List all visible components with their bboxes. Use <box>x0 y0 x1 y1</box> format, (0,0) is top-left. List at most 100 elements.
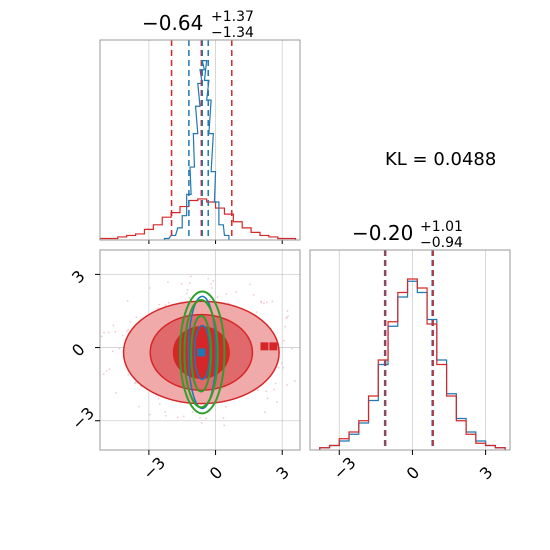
joint-scatter-point <box>164 411 167 413</box>
joint-xtick-label: 0 <box>206 463 227 484</box>
joint-scatter-point <box>274 382 277 385</box>
joint-scatter-point <box>138 405 140 408</box>
joint-scatter-point <box>126 300 129 303</box>
joint-scatter-point <box>100 335 103 338</box>
joint-scatter-point <box>286 383 289 386</box>
param-2-median: −0.20 <box>352 221 413 245</box>
joint-marker-blue <box>197 348 206 357</box>
joint-scatter-point <box>249 283 251 286</box>
joint-ytick-label: 0 <box>68 340 89 361</box>
joint-scatter-point <box>157 307 160 310</box>
joint-scatter-point <box>286 317 288 319</box>
joint-green-contour <box>183 299 219 409</box>
joint-scatter-point <box>135 316 138 319</box>
joint-scatter-point <box>293 380 296 383</box>
joint-scatter-point <box>186 288 189 291</box>
joint-scatter-point <box>257 389 260 392</box>
joint-contour-panel: −3 0 3 −3 0 3 <box>68 249 301 484</box>
joint-blue-contour <box>193 324 211 381</box>
joint-scatter-point <box>262 302 265 305</box>
joint-scatter-point <box>165 414 167 417</box>
joint-scatter-point <box>158 402 161 405</box>
joint-scatter-point <box>252 293 255 296</box>
joint-scatter-point <box>260 301 263 304</box>
joint-scatter-point <box>256 311 258 314</box>
param-1-histogram-panel <box>99 39 301 244</box>
joint-scatter-point <box>207 277 210 280</box>
joint-scatter-point <box>282 339 285 342</box>
joint-scatter-point <box>223 424 226 427</box>
joint-scatter-point <box>212 280 215 282</box>
joint-scatter-point <box>271 300 274 303</box>
joint-scatter-point <box>112 324 115 327</box>
joint-scatter-point <box>263 411 266 414</box>
joint-scatter-point <box>222 417 225 419</box>
joint-scatter-point <box>134 382 136 385</box>
joint-scatter-point <box>225 293 228 295</box>
joint-scatter-point <box>280 362 283 364</box>
joint-scatter-point <box>102 373 105 376</box>
joint-scatter-point <box>164 304 167 307</box>
joint-scatter-point <box>188 296 191 299</box>
joint-scatter-point <box>188 282 191 285</box>
param-1-hist-blue <box>163 60 230 240</box>
joint-scatter-point <box>209 298 211 301</box>
param-2-upper-error: +1.01 <box>420 219 463 235</box>
joint-scatter-point <box>103 331 105 334</box>
joint-scatter-point <box>158 303 161 306</box>
joint-scatter-point <box>129 321 131 324</box>
joint-scatter-point <box>148 287 151 289</box>
joint-scatter-point <box>189 275 192 278</box>
joint-scatter-point <box>176 416 179 419</box>
joint-scatter-point <box>185 292 188 295</box>
param-2-histogram-panel: −3 0 3 <box>309 249 511 484</box>
joint-scatter-point <box>118 347 121 350</box>
joint-ytick-label: 3 <box>68 266 89 287</box>
joint-scatter-point <box>108 368 111 370</box>
param-2-xtick-label: 0 <box>403 463 424 484</box>
joint-scatter-point <box>167 301 170 304</box>
param-2-xtick-label: 3 <box>476 463 497 484</box>
joint-scatter-point <box>125 330 128 333</box>
joint-scatter-point <box>210 283 212 285</box>
joint-scatter-point <box>284 325 287 328</box>
joint-xtick-label: −3 <box>139 453 169 483</box>
joint-scatter-point <box>211 287 213 289</box>
param-2-frame <box>309 249 511 451</box>
joint-scatter-point <box>200 421 203 424</box>
joint-scatter-point <box>265 390 268 393</box>
joint-scatter-point <box>114 391 117 394</box>
joint-scatter-point <box>127 328 130 331</box>
joint-scatter-point <box>235 291 238 293</box>
joint-scatter-point <box>286 310 289 312</box>
joint-scatter-point <box>287 315 289 318</box>
joint-scatter-point <box>157 397 160 400</box>
joint-marker-red <box>269 342 278 351</box>
joint-scatter-point <box>282 366 285 369</box>
joint-scatter-point <box>191 411 194 414</box>
param-1-lower-error: −1.34 <box>211 25 254 41</box>
joint-scatter-point <box>216 296 219 298</box>
param-1-median: −0.64 <box>142 11 203 35</box>
param-2-title: −0.20 +1.01 −0.94 <box>352 219 463 251</box>
joint-scatter-point <box>149 413 151 416</box>
param-2-lower-error: −0.94 <box>420 235 463 251</box>
joint-scatter-point <box>265 301 268 304</box>
joint-xtick-label: 3 <box>272 463 293 484</box>
param-1-title: −0.64 +1.37 −1.34 <box>142 9 254 41</box>
param-2-hist-red <box>319 278 506 450</box>
joint-green-contour <box>179 290 226 415</box>
joint-scatter-point <box>180 282 183 285</box>
joint-scatter-point <box>114 330 117 333</box>
kl-divergence-label: KL = 0.0488 <box>385 149 496 170</box>
joint-scatter-point <box>182 415 185 418</box>
joint-scatter-point <box>266 397 269 400</box>
joint-scatter-point <box>291 347 294 350</box>
joint-ytick-label: −3 <box>68 403 98 433</box>
joint-marker-red <box>260 342 269 351</box>
joint-scatter-point <box>276 401 278 404</box>
joint-scatter-point <box>167 281 169 284</box>
param-1-upper-error: +1.37 <box>211 9 254 25</box>
joint-scatter-point <box>111 350 114 353</box>
